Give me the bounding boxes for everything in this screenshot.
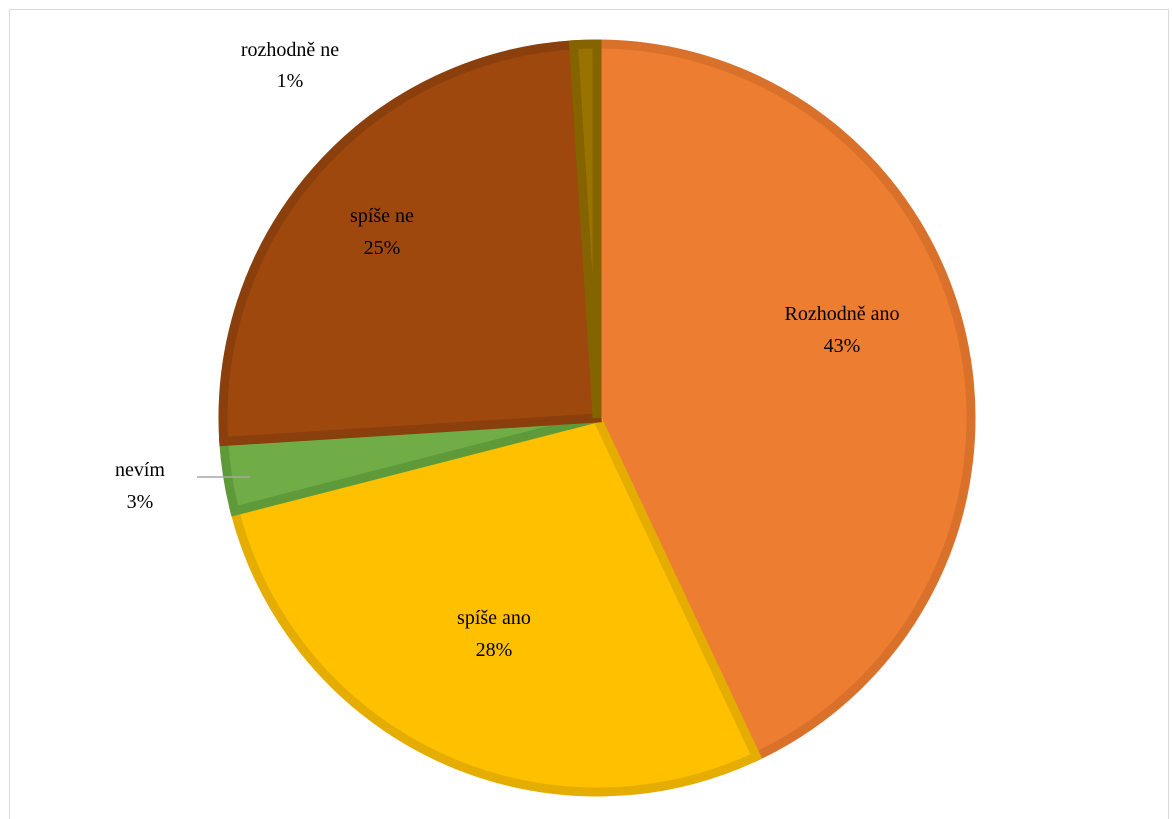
label-nevim-value: 3% [127, 491, 154, 513]
label-rozhodne-ano-value: 43% [824, 335, 861, 357]
label-spise-ano-name: spíše ano [457, 607, 531, 629]
label-spise-ano-value: 28% [476, 639, 513, 661]
pie-slice-rozhodne-ne [568, 39, 602, 419]
pie-slice-spise-ne [218, 39, 602, 447]
pie-slice-rozhodne-ano [592, 39, 976, 763]
label-spise-ne-name: spíše ne [350, 205, 414, 227]
pie-slice-spise-ano [229, 412, 763, 797]
label-nevim-name: nevím [115, 459, 165, 481]
label-rozhodne-ano-name: Rozhodně ano [785, 303, 900, 325]
pie-slices [218, 39, 976, 797]
label-rozhodne-ne-value: 1% [277, 70, 304, 92]
label-spise-ne-value: 25% [364, 237, 401, 259]
label-rozhodne-ne-name: rozhodně ne [241, 39, 339, 61]
